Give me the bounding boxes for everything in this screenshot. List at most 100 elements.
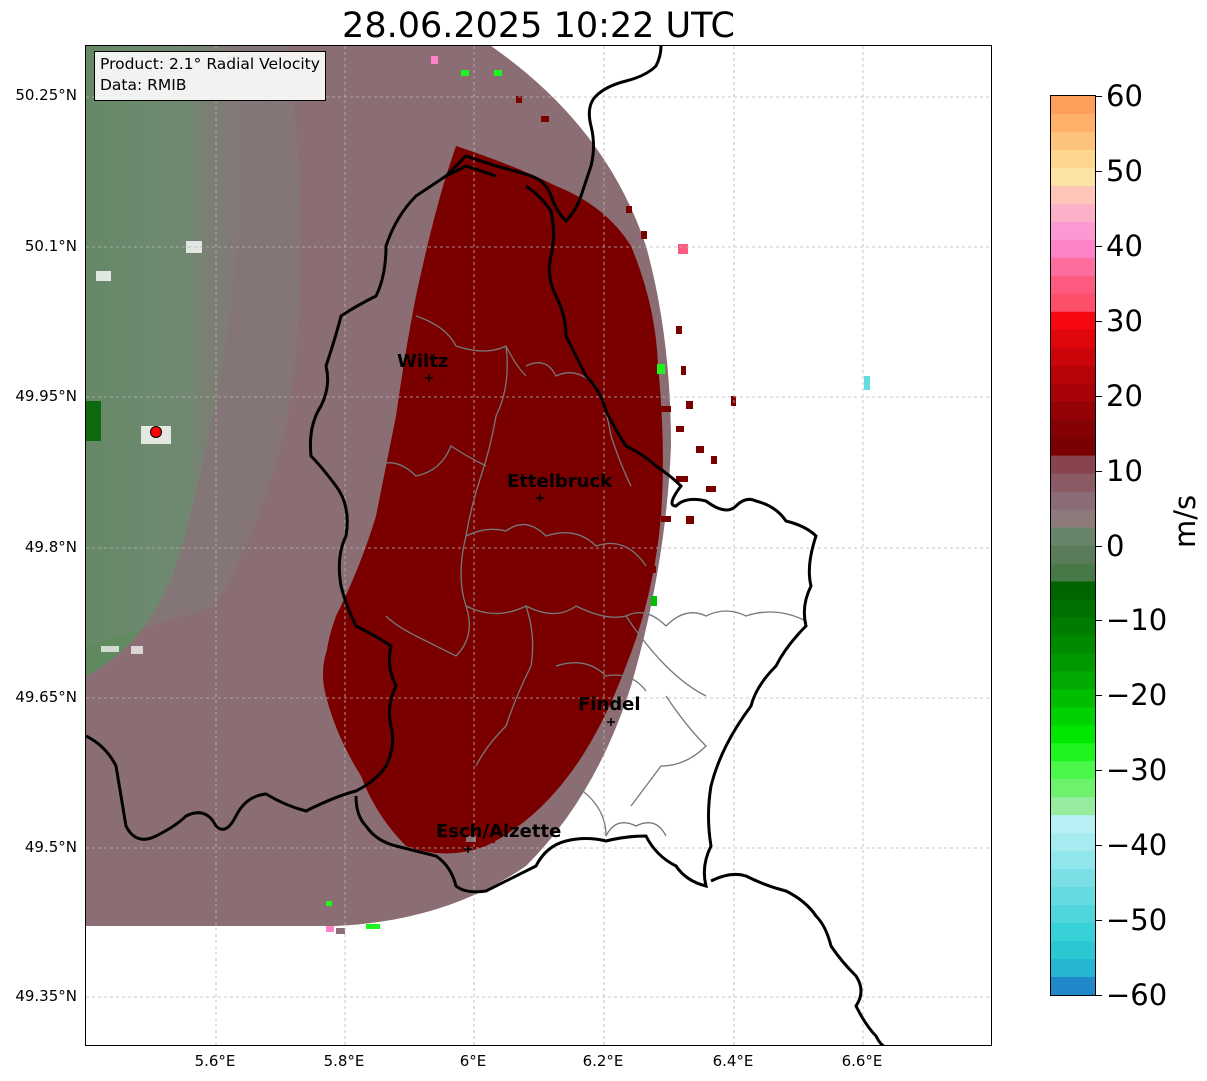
colorbar-tick-mark	[1096, 320, 1102, 322]
velocity-field-green	[86, 46, 250, 676]
colorbar-band	[1051, 815, 1095, 834]
colorbar-band	[1051, 437, 1095, 457]
colorbar-tick-mark	[1096, 770, 1102, 772]
colorbar-band	[1051, 977, 1095, 996]
map-title: 28.06.2025 10:22 UTC	[342, 6, 735, 46]
colorbar-tick-mark	[1096, 96, 1102, 97]
colorbar-band	[1051, 653, 1095, 672]
lat-tick-label: 49.35°N	[15, 987, 77, 1005]
colorbar-tick-mark	[1096, 845, 1102, 847]
radar-site-marker	[150, 426, 162, 438]
lon-tick-label: 6.2°E	[582, 1052, 624, 1070]
radar-speckles	[486, 96, 736, 843]
colorbar-band	[1051, 527, 1095, 547]
national-borders	[86, 46, 885, 1045]
data-source-label: Data: RMIB	[100, 76, 187, 94]
colorbar-band	[1051, 509, 1095, 529]
colorbar-band	[1051, 761, 1095, 780]
product-info-box: Product: 2.1° Radial Velocity Data: RMIB	[94, 51, 326, 101]
colorbar-band	[1051, 329, 1095, 349]
lon-tick-label: 6.6°E	[841, 1052, 883, 1070]
colorbar-band	[1051, 635, 1095, 654]
lon-tick-label: 6°E	[459, 1052, 487, 1070]
colorbar-tick-label: 40	[1106, 228, 1143, 263]
colorbar-band	[1051, 959, 1095, 978]
colorbar-tick-label: −20	[1106, 678, 1168, 713]
colorbar-band	[1051, 311, 1095, 331]
colorbar-tick-mark	[1096, 620, 1102, 622]
colorbar-band	[1051, 617, 1095, 636]
colorbar-band	[1051, 347, 1095, 367]
colorbar-band	[1051, 869, 1095, 888]
city-markers	[425, 374, 615, 853]
colorbar-tick-label: −30	[1106, 753, 1168, 788]
lon-tick-label: 5.8°E	[323, 1052, 365, 1070]
radar-map-svg	[86, 46, 991, 1045]
colorbar-band	[1051, 401, 1095, 421]
colorbar-band	[1051, 923, 1095, 942]
colorbar-band	[1051, 833, 1095, 852]
colorbar-band	[1051, 455, 1095, 475]
colorbar-band	[1051, 581, 1095, 601]
colorbar-tick-label: 10	[1106, 453, 1143, 488]
colorbar-band	[1051, 239, 1095, 259]
colorbar-tick-mark	[1096, 920, 1102, 922]
lat-tick-label: 49.65°N	[15, 688, 77, 706]
colorbar-tick-label: 20	[1106, 378, 1143, 413]
colorbar-band	[1051, 167, 1095, 187]
lat-tick-label: 50.25°N	[15, 86, 77, 104]
colorbar-band	[1051, 491, 1095, 511]
colorbar-tick-label: 50	[1106, 153, 1143, 188]
colorbar-tick-mark	[1096, 395, 1102, 397]
radar-velocity-field	[86, 46, 671, 926]
colorbar-band	[1051, 671, 1095, 690]
colorbar-gradient	[1051, 96, 1095, 996]
lon-tick-label: 5.6°E	[194, 1052, 236, 1070]
colorbar-tick-mark	[1096, 470, 1102, 472]
colorbar-tick-mark	[1096, 545, 1102, 547]
radar-map[interactable]	[85, 45, 992, 1046]
colorbar-band	[1051, 419, 1095, 439]
colorbar-band	[1051, 743, 1095, 762]
colorbar-band	[1051, 275, 1095, 295]
colorbar-tick-label: 30	[1106, 303, 1143, 338]
colorbar-band	[1051, 293, 1095, 313]
radar-speckles-green	[86, 70, 665, 929]
colorbar-tick-label: 0	[1106, 528, 1125, 563]
colorbar-tick-label: 60	[1106, 79, 1143, 113]
colorbar-band	[1051, 113, 1095, 133]
city-label-wiltz: Wiltz	[397, 351, 449, 372]
colorbar-band	[1051, 473, 1095, 493]
radar-speckles-gray	[86, 836, 476, 934]
colorbar-band	[1051, 185, 1095, 205]
colorbar-tick-mark	[1096, 695, 1102, 697]
colorbar	[1050, 95, 1096, 996]
lat-tick-label: 50.1°N	[24, 237, 77, 255]
colorbar-band	[1051, 599, 1095, 619]
colorbar-band	[1051, 851, 1095, 870]
colorbar-tick-mark	[1096, 170, 1102, 172]
colorbar-tick-label: −60	[1106, 978, 1168, 1012]
colorbar-tick-mark	[1096, 245, 1102, 247]
city-label-esch-alzette: Esch/Alzette	[436, 821, 562, 842]
velocity-field-red-core	[324, 146, 663, 854]
colorbar-band	[1051, 545, 1095, 565]
lon-tick-label: 6.4°E	[712, 1052, 754, 1070]
colorbar-band	[1051, 689, 1095, 708]
radar-speckles-pink	[326, 56, 870, 932]
colorbar-band	[1051, 203, 1095, 223]
colorbar-band	[1051, 779, 1095, 798]
lat-tick-label: 49.95°N	[15, 387, 77, 405]
city-label-ettelbruck: Ettelbruck	[507, 471, 613, 492]
colorbar-band	[1051, 887, 1095, 906]
colorbar-band	[1051, 725, 1095, 744]
colorbar-label: m/s	[1168, 494, 1202, 548]
colorbar-band	[1051, 797, 1095, 816]
colorbar-band	[1051, 149, 1095, 169]
colorbar-band	[1051, 96, 1095, 115]
colorbar-band	[1051, 383, 1095, 403]
colorbar-tick-label: −40	[1106, 828, 1168, 863]
colorbar-band	[1051, 257, 1095, 277]
product-label: Product: 2.1° Radial Velocity	[100, 55, 320, 73]
lat-tick-label: 49.8°N	[24, 538, 77, 556]
